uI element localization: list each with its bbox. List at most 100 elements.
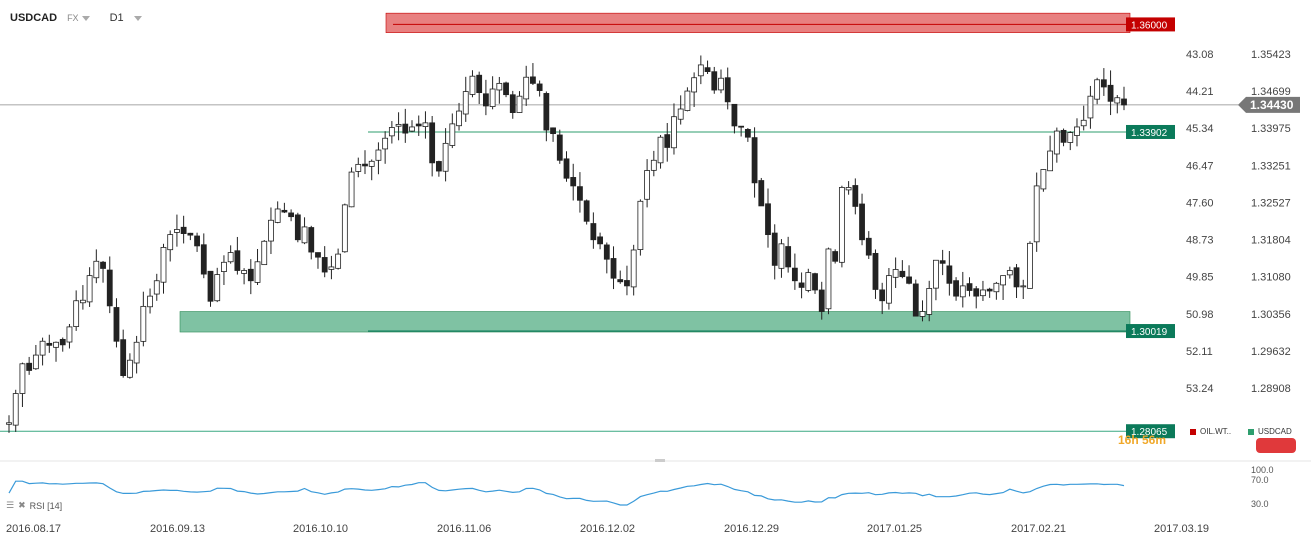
candle-body bbox=[953, 280, 959, 297]
candle-body bbox=[355, 163, 362, 172]
candle-body bbox=[328, 266, 335, 270]
candle-body bbox=[872, 252, 879, 290]
candle-body bbox=[221, 261, 227, 272]
candle-body bbox=[1053, 130, 1060, 155]
level-tag bbox=[1126, 17, 1175, 32]
rsi-label: RSI [14] bbox=[29, 500, 63, 511]
candle-body bbox=[32, 354, 39, 370]
candle-body bbox=[167, 234, 174, 251]
price-tick-label: 1.34699 bbox=[1251, 86, 1291, 98]
chevron-down-icon[interactable] bbox=[81, 16, 90, 21]
timeframe-selector[interactable]: D1 bbox=[110, 12, 142, 24]
close-icon[interactable]: ✖ bbox=[18, 500, 26, 510]
current-price-tag bbox=[1238, 96, 1300, 113]
oil-tick-label: 52.11 bbox=[1186, 346, 1213, 358]
support-zone bbox=[179, 311, 1131, 333]
candle-body bbox=[879, 289, 886, 302]
candle-body bbox=[886, 275, 892, 304]
candle-body bbox=[1080, 119, 1087, 127]
timeframe-label: D1 bbox=[109, 12, 124, 24]
candle-body bbox=[630, 249, 637, 288]
candle-body bbox=[382, 137, 389, 150]
legend-item-usdcad[interactable]: USDCAD bbox=[1248, 427, 1292, 436]
price-tick-label: 1.31804 bbox=[1251, 235, 1291, 247]
candle-body bbox=[664, 134, 671, 148]
rsi-line bbox=[8, 480, 1125, 506]
candle-body bbox=[771, 232, 778, 266]
candle-body bbox=[1100, 79, 1107, 88]
price-tick-label: 1.31080 bbox=[1251, 272, 1291, 284]
price-tick-label: 1.33251 bbox=[1251, 160, 1291, 172]
x-tick-label: 2016.10.10 bbox=[293, 523, 348, 535]
candle-body bbox=[980, 289, 986, 297]
level-tag bbox=[1126, 424, 1175, 439]
candle-body bbox=[415, 123, 422, 127]
candle-body bbox=[556, 134, 563, 161]
market-label: FX bbox=[67, 13, 79, 23]
candle-body bbox=[26, 362, 33, 371]
chevron-down-icon[interactable] bbox=[133, 16, 142, 21]
candle-body bbox=[946, 265, 953, 284]
candle-body bbox=[6, 422, 12, 425]
candle-body bbox=[845, 187, 852, 191]
candle-body bbox=[73, 300, 80, 327]
candle-body bbox=[597, 236, 603, 245]
candle-body bbox=[530, 76, 536, 84]
candle-body bbox=[550, 127, 556, 135]
candle-body bbox=[704, 67, 711, 72]
candle-body bbox=[449, 123, 456, 146]
price-tick-label: 1.29632 bbox=[1251, 346, 1291, 358]
x-tick-label: 2016.12.29 bbox=[724, 523, 779, 535]
chart-header: USDCAD FX D1 bbox=[10, 8, 142, 28]
candle-body bbox=[66, 326, 73, 343]
candle-body bbox=[388, 127, 395, 137]
candle-body bbox=[1040, 169, 1047, 190]
level-tag-label: 1.28065 bbox=[1131, 427, 1168, 438]
action-button[interactable] bbox=[1256, 438, 1296, 453]
candle-body bbox=[469, 75, 476, 95]
candle-body bbox=[348, 171, 355, 208]
candle-body bbox=[838, 187, 845, 263]
candle-body bbox=[610, 258, 617, 279]
candle-body bbox=[1107, 84, 1114, 102]
level-tag bbox=[1126, 124, 1175, 139]
candle-body bbox=[53, 341, 59, 348]
price-tick-label: 1.28908 bbox=[1251, 383, 1291, 395]
candle-timer: 16h 56m bbox=[1118, 433, 1167, 447]
candle-body bbox=[509, 94, 516, 113]
legend-swatch bbox=[1190, 428, 1196, 435]
candle-body bbox=[435, 161, 442, 172]
candle-body bbox=[489, 88, 496, 107]
market-selector[interactable]: FX bbox=[67, 12, 90, 24]
candle-body bbox=[959, 285, 966, 298]
x-tick-label: 2016.12.02 bbox=[580, 523, 635, 535]
candle-body bbox=[1074, 126, 1080, 136]
symbol-label[interactable]: USDCAD bbox=[10, 12, 58, 24]
legend-item-oil[interactable]: OIL.WT.. bbox=[1190, 427, 1231, 436]
candle-body bbox=[86, 275, 93, 303]
candle-body bbox=[503, 82, 509, 96]
candle-body bbox=[765, 203, 771, 236]
candle-body bbox=[677, 108, 684, 120]
candle-body bbox=[214, 274, 221, 302]
candle-body bbox=[261, 240, 268, 266]
candle-body bbox=[341, 204, 348, 253]
menu-icon[interactable]: ☰ bbox=[6, 500, 15, 510]
candle-body bbox=[912, 283, 919, 317]
candle-body bbox=[321, 257, 328, 273]
candle-body bbox=[39, 340, 46, 356]
candle-body bbox=[966, 283, 973, 291]
candle-body bbox=[577, 186, 583, 201]
x-tick-label: 2016.11.06 bbox=[437, 523, 491, 535]
candle-body bbox=[127, 359, 133, 378]
candle-body bbox=[718, 77, 724, 91]
candle-body bbox=[993, 282, 1000, 293]
oil-tick-label: 43.08 bbox=[1186, 49, 1214, 61]
candle-body bbox=[785, 246, 792, 268]
candle-body bbox=[375, 149, 382, 161]
candle-body bbox=[160, 247, 167, 283]
candle-body bbox=[113, 307, 120, 342]
candle-body bbox=[234, 250, 241, 271]
candle-body bbox=[536, 83, 543, 91]
